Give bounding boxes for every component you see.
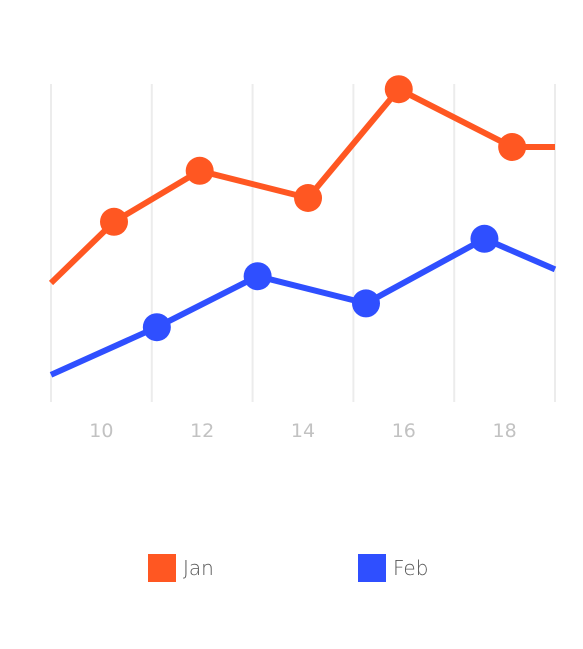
data-point-jan[interactable] [185, 156, 214, 185]
x-tick-label: 16 [392, 420, 416, 442]
data-point-feb[interactable] [243, 262, 272, 291]
grid-lines [50, 84, 556, 402]
x-tick-label: 10 [89, 420, 113, 442]
data-point-jan[interactable] [294, 184, 323, 212]
data-point-feb[interactable] [142, 313, 171, 342]
data-point-feb[interactable] [352, 289, 380, 318]
legend-swatch-feb [358, 554, 386, 582]
x-tick-label: 18 [493, 420, 517, 442]
legend-label-jan: Jan [183, 556, 214, 580]
legend-item-feb[interactable]: Feb [358, 554, 428, 582]
x-tick-label: 14 [291, 420, 315, 442]
legend-label-feb: Feb [393, 556, 429, 580]
series-line-feb [49, 235, 557, 378]
data-point-jan[interactable] [100, 207, 128, 236]
legend-swatch-jan [148, 554, 176, 582]
data-point-jan[interactable] [384, 75, 413, 104]
x-tick-label: 12 [190, 420, 214, 442]
series-lines [48, 75, 557, 378]
data-point-feb[interactable] [470, 224, 499, 253]
data-point-jan[interactable] [498, 133, 527, 161]
legend-item-jan[interactable]: Jan [148, 554, 214, 582]
legend: Jan Feb [0, 554, 583, 584]
line-chart: 10 12 14 16 18 [48, 75, 557, 442]
x-axis-ticks: 10 12 14 16 18 [89, 420, 516, 442]
